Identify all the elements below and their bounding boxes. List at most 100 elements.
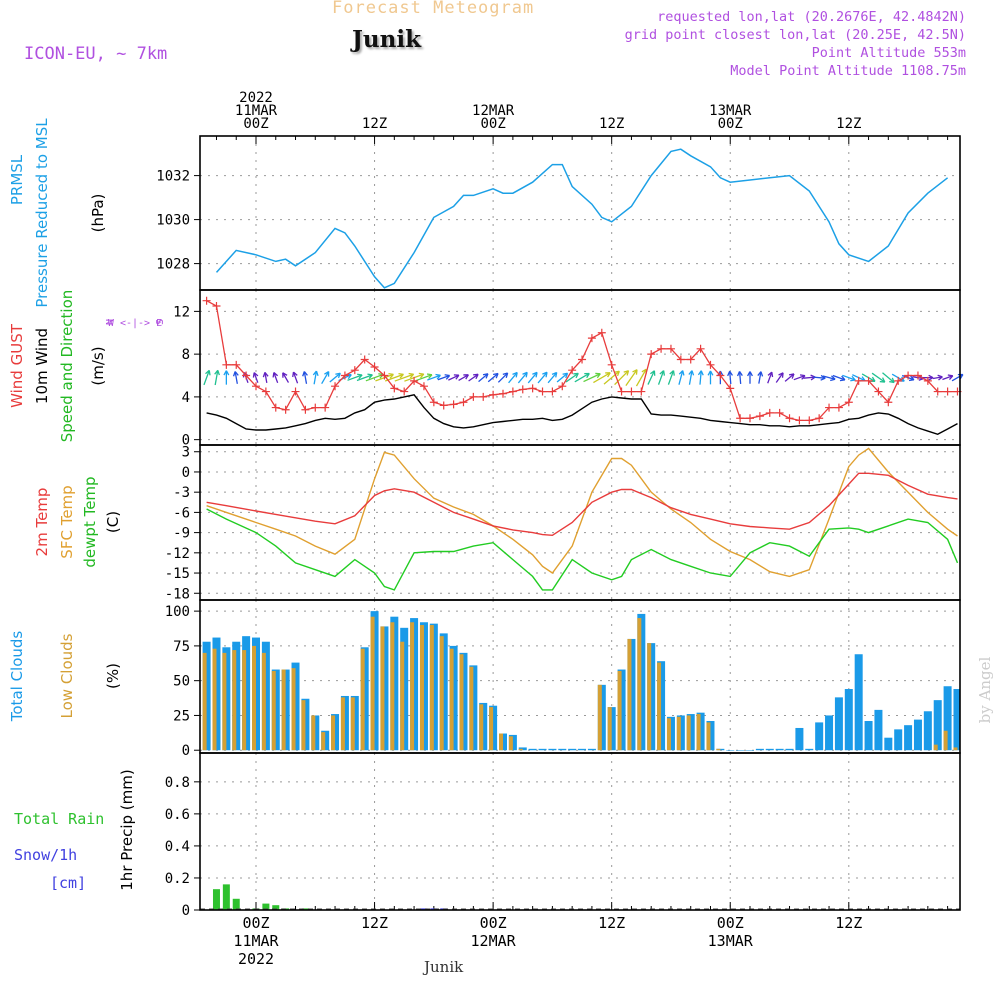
wind-arrow (871, 372, 886, 383)
wind-arrow-shaft (699, 370, 702, 385)
gust-marker (301, 405, 310, 414)
gust-marker (607, 360, 616, 369)
gust-marker (429, 398, 438, 407)
wind-arrow (678, 370, 685, 385)
wind-arrow-shaft (793, 375, 806, 381)
wind-arrow (312, 370, 319, 385)
wind-arrow-head (555, 372, 558, 378)
gust-marker (637, 387, 646, 396)
precip-label-snow: Snow/1h (14, 846, 77, 864)
wind-arrow-head (205, 369, 210, 375)
wind-arrow-head (635, 369, 638, 375)
wind-arrow (232, 371, 239, 384)
low-cloud-bar (607, 707, 612, 751)
wind-arrow (356, 373, 373, 382)
wind-arrow-shaft (282, 372, 290, 383)
time-label-top: 00Z (480, 116, 505, 132)
wind-arrow-head (881, 377, 886, 383)
low-cloud-bar (953, 747, 958, 751)
wind-arrow-head (947, 374, 953, 377)
wind-arrow-head (707, 370, 712, 376)
total-cloud-bar (805, 748, 814, 751)
wind-arrow (527, 371, 538, 384)
total-cloud-bar (825, 715, 834, 751)
clouds-label-low: Low Clouds (58, 633, 76, 718)
series-2m-temp (206, 472, 958, 537)
gust-marker (538, 387, 547, 396)
wind-arrow (214, 369, 220, 386)
low-cloud-bar (499, 733, 503, 751)
gust-marker (222, 360, 231, 369)
low-cloud-bar (449, 648, 454, 751)
time-label-top: 2022 (239, 90, 273, 106)
wind-arrow-shaft (478, 373, 489, 383)
gust-marker (499, 389, 507, 398)
wind-arrow (487, 372, 499, 383)
total-cloud-bar (775, 748, 784, 751)
wind-arrow-head (512, 371, 518, 375)
wind-arrow-shaft (822, 375, 836, 380)
low-cloud-bar (212, 648, 217, 751)
wind-arrow-head (908, 379, 915, 382)
total-cloud-bar (785, 748, 794, 751)
wind-arrow-shaft (321, 371, 330, 385)
ytick-label: 50 (173, 674, 190, 690)
wind-arrow (282, 372, 290, 383)
wind-arrow-head (367, 373, 373, 376)
wind-arrow-shaft (437, 374, 450, 381)
wind-arrow-head (562, 372, 568, 375)
ytick-label: 8 (182, 347, 190, 363)
wind-arrow-head (482, 373, 489, 376)
wind-arrow (478, 373, 489, 383)
low-cloud-bar (410, 622, 415, 751)
gust-marker (933, 387, 942, 396)
gust-marker (340, 371, 349, 380)
gust-marker (311, 403, 320, 412)
temp-unit: (C) (104, 511, 122, 533)
wind-arrow-shaft (292, 371, 299, 384)
wind-arrow (625, 369, 638, 386)
wind-arrow-head (771, 371, 774, 378)
wind-arrow-head (682, 370, 685, 376)
wind-arrow-shaft (365, 373, 384, 382)
wind-arrow-head (918, 378, 924, 381)
gust-marker (597, 328, 606, 337)
low-cloud-bar (647, 643, 652, 751)
low-cloud-bar (291, 668, 296, 751)
gust-marker (390, 384, 399, 393)
wind-arrow (822, 375, 836, 382)
wind-arrow-shaft (347, 374, 363, 381)
wind-arrow-head (928, 377, 934, 381)
low-cloud-bar (350, 697, 355, 751)
wind-arrow-shaft (842, 374, 856, 381)
wind-label-direction: Speed and Direction (58, 290, 76, 443)
time-label-top: 12Z (836, 116, 861, 132)
time-label-bottom: 2022 (238, 950, 274, 968)
gust-marker (479, 392, 488, 401)
wind-arrow-head (232, 371, 236, 377)
wind-arrow-shaft (448, 374, 460, 381)
rain-bar (262, 903, 270, 910)
panel-pressure (200, 136, 960, 290)
wind-arrow-shaft (234, 371, 238, 384)
wind-arrow-head (709, 370, 714, 376)
gust-marker (657, 344, 666, 353)
wind-arrow (203, 369, 211, 386)
time-label-bottom: 00Z (242, 914, 269, 932)
gust-marker (469, 392, 478, 401)
wind-arrow-shaft (537, 371, 548, 384)
rain-bar (301, 908, 309, 910)
low-cloud-bar (419, 625, 424, 751)
total-cloud-bar (795, 727, 804, 751)
snow-bar (430, 908, 438, 910)
gust-marker (419, 382, 428, 391)
wind-arrow-head (292, 371, 295, 378)
footer-location: Junik (424, 958, 464, 976)
point-altitude: Point Altitude 553m (811, 45, 966, 61)
gust-marker (874, 387, 883, 396)
wind-arrow-head (649, 370, 655, 375)
wind-arrow-shaft (264, 372, 268, 384)
gust-marker (755, 412, 764, 421)
gust-marker (380, 371, 389, 380)
